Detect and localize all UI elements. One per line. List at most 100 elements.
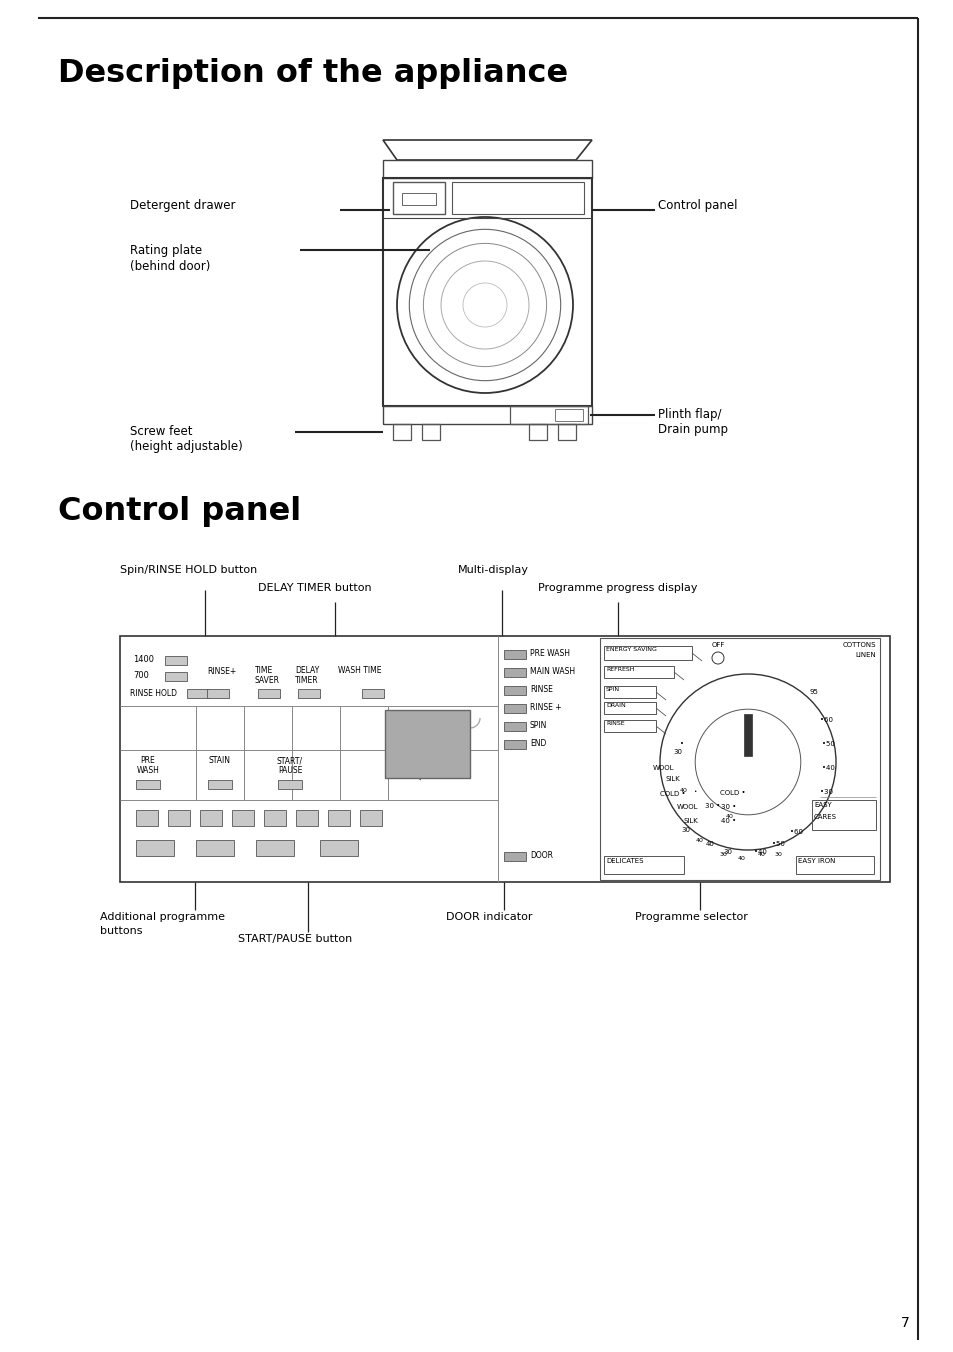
Text: STAIN: STAIN [209, 756, 231, 765]
Bar [195, 840, 233, 856]
Text: COTTONS: COTTONS [841, 642, 875, 648]
Bar [328, 810, 350, 826]
Bar [277, 780, 302, 790]
Bar [510, 406, 587, 425]
Text: END: END [530, 740, 546, 748]
Text: RINSE+: RINSE+ [207, 668, 236, 676]
Text: SILK: SILK [664, 776, 679, 781]
Text: DELAY TIMER button: DELAY TIMER button [257, 583, 372, 594]
Bar [382, 178, 592, 406]
Text: START/PAUSE button: START/PAUSE button [237, 934, 352, 944]
Bar [385, 710, 470, 777]
Text: Screw feet: Screw feet [130, 425, 193, 438]
Text: 40: 40 [705, 841, 714, 846]
Text: Description of the appliance: Description of the appliance [58, 58, 568, 89]
Text: •60: •60 [820, 717, 832, 723]
Text: 30: 30 [722, 849, 732, 854]
Text: •50: •50 [771, 841, 784, 846]
Text: buttons: buttons [100, 926, 142, 936]
Bar [264, 810, 286, 826]
Bar [401, 193, 436, 206]
Text: WASH: WASH [136, 767, 159, 775]
Bar [361, 690, 384, 698]
Text: PRE WASH: PRE WASH [530, 649, 569, 658]
Bar [208, 780, 232, 790]
Bar [382, 160, 592, 178]
Text: 30: 30 [673, 749, 681, 754]
Bar [297, 690, 319, 698]
Text: 700: 700 [132, 672, 149, 680]
Bar [529, 425, 546, 439]
Text: CARES: CARES [813, 814, 836, 821]
Text: WOOL: WOOL [676, 804, 698, 810]
Bar [503, 740, 525, 749]
Text: 30 •: 30 • [720, 804, 735, 810]
Text: 40 •: 40 • [720, 818, 735, 823]
Bar [200, 810, 222, 826]
Text: •30: •30 [820, 790, 832, 795]
Bar [603, 685, 656, 698]
Bar [795, 856, 873, 873]
Bar [558, 425, 576, 439]
Text: 40: 40 [738, 856, 745, 861]
Text: Programme progress display: Programme progress display [537, 583, 697, 594]
Text: WASH TIME: WASH TIME [337, 667, 381, 675]
Text: Drain pump: Drain pump [658, 423, 727, 435]
Bar [207, 690, 229, 698]
Text: START/: START/ [276, 756, 303, 765]
Text: OFF: OFF [711, 642, 724, 648]
Text: •40: •40 [821, 765, 834, 771]
Bar [165, 672, 187, 681]
Text: 95: 95 [809, 690, 818, 695]
Text: PRE: PRE [140, 756, 155, 765]
Bar [603, 646, 691, 660]
Text: •50: •50 [821, 741, 834, 748]
Bar [599, 638, 879, 880]
Text: Rating plate: Rating plate [130, 243, 202, 257]
Bar [811, 800, 875, 830]
Text: EASY IRON: EASY IRON [797, 859, 835, 864]
Text: RINSE HOLD: RINSE HOLD [130, 688, 177, 698]
Text: 30: 30 [719, 852, 726, 857]
Text: (behind door): (behind door) [130, 260, 211, 273]
Text: MAIN WASH: MAIN WASH [530, 667, 575, 676]
Bar [187, 690, 209, 698]
Text: Programme selector: Programme selector [635, 913, 747, 922]
Bar [503, 704, 525, 713]
Bar [136, 840, 173, 856]
Text: REFRESH: REFRESH [605, 667, 634, 672]
Text: SPIN: SPIN [530, 721, 547, 730]
Text: WOOL: WOOL [652, 765, 673, 771]
Bar [503, 852, 525, 861]
Bar [168, 810, 190, 826]
Text: TIME: TIME [254, 667, 273, 675]
Text: Additional programme: Additional programme [100, 913, 225, 922]
Text: RINSE +: RINSE + [530, 703, 561, 713]
Bar [603, 702, 656, 714]
Bar [603, 667, 673, 677]
Bar [359, 810, 381, 826]
Text: •60: •60 [789, 829, 802, 836]
Bar [165, 656, 187, 665]
Text: SPIN: SPIN [605, 687, 619, 692]
Bar [295, 810, 317, 826]
Text: LINEN: LINEN [854, 652, 875, 658]
Text: DELICATES: DELICATES [605, 859, 643, 864]
Text: 30: 30 [773, 852, 781, 857]
Bar [503, 722, 525, 731]
Text: COLD •: COLD • [720, 790, 745, 796]
Bar [120, 635, 889, 882]
Text: EASY: EASY [813, 802, 831, 808]
Text: COLD •: COLD • [659, 791, 685, 796]
Bar [603, 856, 683, 873]
Text: SAVER: SAVER [254, 676, 280, 685]
Bar [452, 183, 583, 214]
Text: RINSE: RINSE [605, 721, 624, 726]
Bar [382, 406, 592, 425]
Bar [555, 410, 582, 420]
Text: 40: 40 [758, 852, 765, 857]
Text: 7: 7 [901, 1315, 909, 1330]
Text: ENERGY SAVING: ENERGY SAVING [605, 648, 657, 652]
Text: DELAY: DELAY [294, 667, 319, 675]
Text: PAUSE: PAUSE [277, 767, 302, 775]
